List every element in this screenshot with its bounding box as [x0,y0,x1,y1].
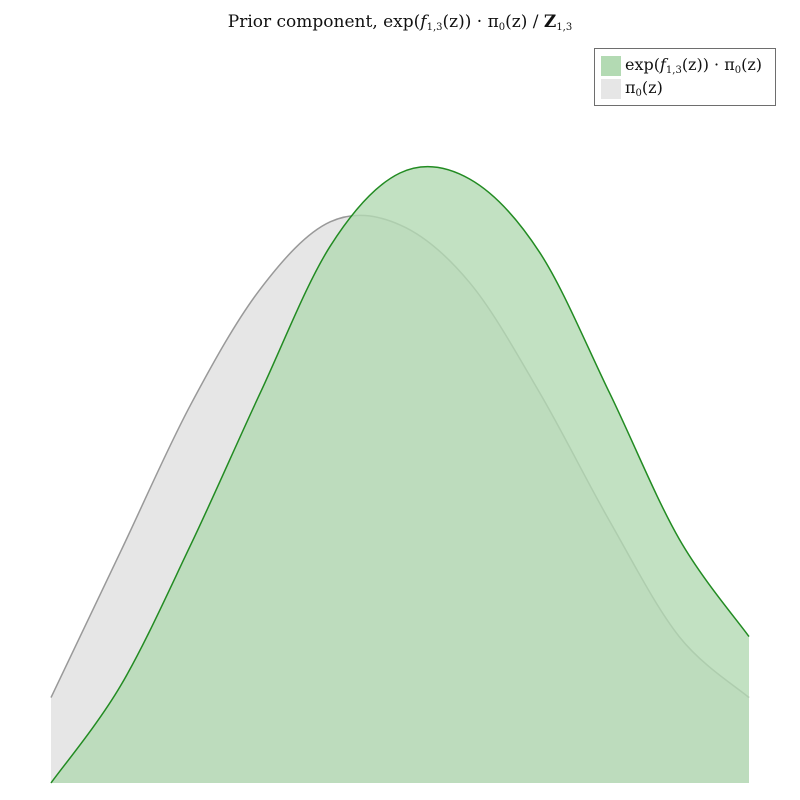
title-prefix: Prior component, exp( [227,12,421,32]
chart-title: Prior component, exp(f1,3(z)) · π0(z) / … [0,12,800,33]
legend-label-prior: π0(z) [625,78,663,99]
legend-label-component: exp(f1,3(z)) · π0(z) [625,55,763,76]
title-mid: (z)) · π [442,12,499,32]
legend-swatch-prior [601,78,621,99]
title-f-sub: 1,3 [426,22,443,33]
legend-item-prior: π0(z) [601,77,769,100]
title-f: f [420,12,427,32]
component-line [50,165,750,784]
title-z: Z [543,12,557,32]
title-mid2: (z) / [505,12,544,32]
legend-item-component: exp(f1,3(z)) · π0(z) [601,54,769,77]
component-area [51,166,749,783]
title-pi-sub: 0 [498,22,506,33]
title-z-sub: 1,3 [556,22,573,33]
legend: exp(f1,3(z)) · π0(z) π0(z) [594,48,776,106]
legend-swatch-component [601,55,621,76]
